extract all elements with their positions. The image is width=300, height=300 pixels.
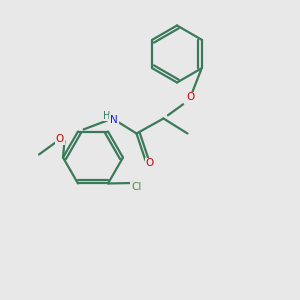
Text: O: O (56, 134, 64, 145)
Text: O: O (186, 92, 195, 103)
Text: H: H (103, 110, 110, 121)
Text: O: O (146, 158, 154, 169)
Text: N: N (110, 115, 118, 125)
Text: Cl: Cl (131, 182, 142, 193)
